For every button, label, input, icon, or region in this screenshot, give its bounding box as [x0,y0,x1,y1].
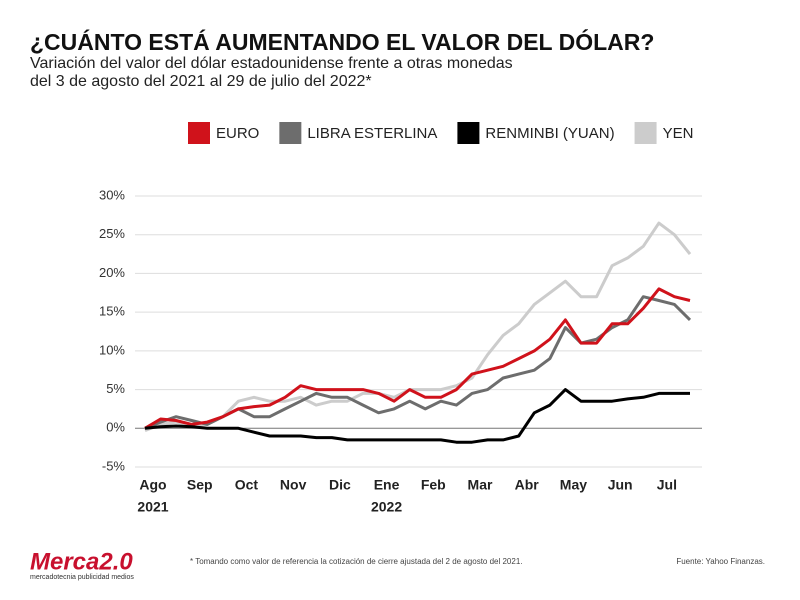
series-line [144,388,690,444]
x-tick-label: Jul [657,477,677,493]
x-tick-label: Nov [280,477,307,493]
legend-label: RENMINBI (YUAN) [485,125,614,142]
logo: Merca2.0 [30,548,133,575]
legend-swatch [188,122,210,144]
x-tick-label: Jun [608,477,633,493]
legend-label: YEN [663,125,694,142]
x-tick-label: Ene [374,477,400,493]
year-label: 2021 [137,499,168,515]
legend-swatch [634,122,657,144]
series-line [144,295,692,430]
x-tick-label: Feb [421,477,446,493]
legend-swatch [279,122,302,144]
legend-swatch [457,122,480,144]
y-tick-label: 0% [106,420,125,435]
legend-label: EURO [216,125,259,142]
year-label: 2022 [371,499,402,515]
y-tick-label: 20% [99,265,125,280]
subtitle: del 3 de agosto del 2021 al 29 de julio … [30,73,372,90]
footnote: * Tomando como valor de referencia la co… [190,557,523,566]
x-tick-label: May [560,477,587,493]
y-tick-label: 15% [99,304,125,319]
y-tick-label: 5% [106,381,125,396]
series-line [144,221,692,432]
x-tick-label: Oct [235,477,259,493]
x-tick-label: Sep [187,477,213,493]
legend-label: LIBRA ESTERLINA [307,125,437,142]
x-tick-label: Abr [515,477,540,493]
series-line [144,287,691,430]
y-tick-label: -5% [102,458,126,473]
subtitle: Variación del valor del dólar estadounid… [30,55,513,72]
x-tick-label: Ago [139,477,166,493]
y-tick-label: 10% [99,342,125,357]
x-tick-label: Mar [468,477,493,493]
y-tick-label: 25% [99,226,125,241]
chart-title: ¿CUÁNTO ESTÁ AUMENTANDO EL VALOR DEL DÓL… [30,28,654,55]
x-tick-label: Dic [329,477,351,493]
y-tick-label: 30% [99,187,125,202]
logo-tagline: mercadotecnia publicidad medios [30,574,134,581]
source: Fuente: Yahoo Finanzas. [676,557,765,566]
